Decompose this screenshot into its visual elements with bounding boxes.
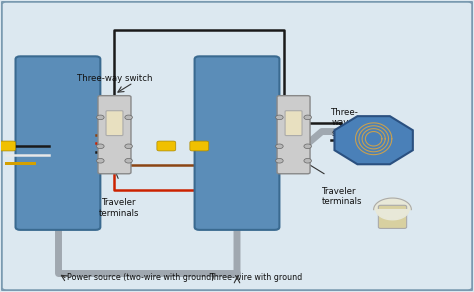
FancyBboxPatch shape [277, 96, 310, 174]
Text: Power source (two-wire with ground): Power source (two-wire with ground) [67, 273, 215, 282]
Text: Three-way switch: Three-way switch [77, 74, 152, 83]
Circle shape [125, 115, 132, 120]
Polygon shape [374, 198, 411, 210]
FancyBboxPatch shape [98, 96, 131, 174]
Circle shape [276, 115, 283, 120]
Polygon shape [376, 210, 409, 220]
Circle shape [97, 115, 104, 120]
Circle shape [276, 144, 283, 149]
Circle shape [276, 159, 283, 163]
FancyBboxPatch shape [285, 111, 302, 135]
Text: Traveler
terminals: Traveler terminals [322, 187, 362, 206]
FancyBboxPatch shape [0, 141, 16, 151]
Circle shape [304, 115, 311, 120]
FancyBboxPatch shape [106, 111, 123, 135]
Text: Traveler
terminals: Traveler terminals [99, 198, 139, 218]
Circle shape [125, 144, 132, 149]
FancyBboxPatch shape [16, 56, 100, 230]
Circle shape [97, 159, 104, 163]
FancyBboxPatch shape [195, 56, 279, 230]
FancyBboxPatch shape [157, 141, 176, 151]
Circle shape [125, 159, 132, 163]
Circle shape [97, 144, 104, 149]
Text: Three-
way
switch: Three- way switch [331, 108, 359, 138]
Circle shape [304, 159, 311, 163]
Polygon shape [335, 116, 413, 164]
Circle shape [304, 144, 311, 149]
FancyBboxPatch shape [190, 141, 209, 151]
FancyBboxPatch shape [378, 205, 407, 228]
Text: Three-wire with ground: Three-wire with ground [209, 273, 302, 282]
